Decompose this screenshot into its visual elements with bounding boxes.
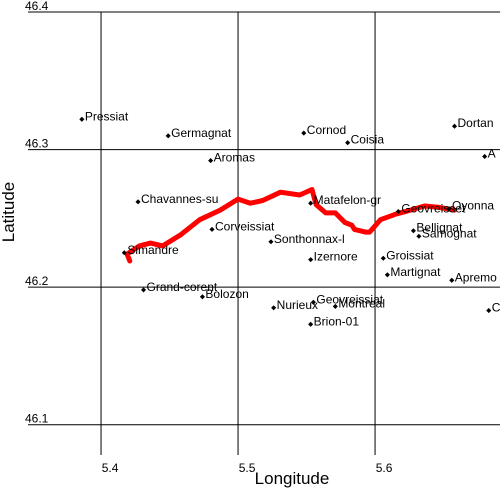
town-marker [395, 208, 401, 215]
y-tick-label: 46.1 [25, 412, 49, 426]
track-line [124, 187, 457, 264]
town-label: Matafelon-gr [314, 193, 381, 207]
town-label: Sonthonnax-l [274, 232, 345, 246]
town-marker [482, 153, 488, 160]
town-marker [271, 305, 277, 311]
town-label: C [492, 301, 500, 315]
town-label: Bolozon [205, 287, 248, 301]
town-marker [486, 307, 492, 314]
town-marker [345, 140, 351, 146]
town-marker [121, 250, 127, 256]
town-marker [208, 158, 214, 164]
town-label: Pressiat [85, 109, 129, 123]
x-axis-label: Longitude [255, 469, 330, 488]
town-marker [79, 116, 85, 122]
town-marker [199, 294, 205, 300]
town-label: Simandre [127, 243, 179, 257]
y-tick-label: 46.3 [25, 137, 49, 151]
y-axis-label: Latitude [0, 182, 18, 243]
town-label: Nurieux [277, 298, 318, 312]
town-marker [410, 228, 416, 234]
town-label: Bellignat [416, 221, 463, 235]
town-label: Corveissiat [215, 219, 275, 233]
town-label: Groissiat [386, 248, 434, 262]
town-marker [310, 299, 316, 305]
town-label: Geovreisset [401, 201, 466, 215]
town-label: Coisia [351, 133, 385, 147]
town-marker [384, 272, 390, 278]
town-marker [209, 226, 215, 232]
town-label: Aromas [214, 151, 255, 165]
town-label: Apremo [455, 270, 497, 284]
town-label: Geovreissiat [316, 292, 383, 306]
town-label: Samognat [422, 226, 477, 240]
town-label: Grand-corent [147, 280, 218, 294]
town-marker [301, 130, 307, 136]
town-marker [165, 133, 171, 139]
town-marker [380, 255, 386, 261]
town-label: Dortan [458, 116, 494, 130]
town-label: Martignat [390, 265, 441, 279]
town-marker [449, 277, 455, 283]
town-label: Montreal [338, 296, 385, 310]
y-tick-label: 46.4 [25, 0, 49, 13]
town-label: Chavannes-su [141, 192, 218, 206]
town-marker [332, 303, 338, 309]
town-marker [308, 257, 314, 263]
town-marker [268, 239, 274, 245]
town-label: Germagnat [171, 126, 232, 140]
town-label: Brion-01 [314, 314, 360, 328]
town-label: A [488, 146, 496, 160]
town-label: Oyonna [452, 199, 494, 213]
town-marker [308, 200, 314, 206]
y-tick-label: 46.2 [25, 274, 49, 288]
town-label: Izernore [314, 250, 358, 264]
town-marker [140, 287, 147, 293]
town-marker [308, 321, 314, 327]
x-tick-label: 5.4 [102, 461, 119, 475]
x-tick-label: 5.5 [239, 461, 256, 475]
x-tick-label: 5.6 [376, 461, 393, 475]
town-label: Cornod [307, 123, 346, 137]
town-marker [135, 199, 141, 205]
town-marker [451, 123, 458, 129]
